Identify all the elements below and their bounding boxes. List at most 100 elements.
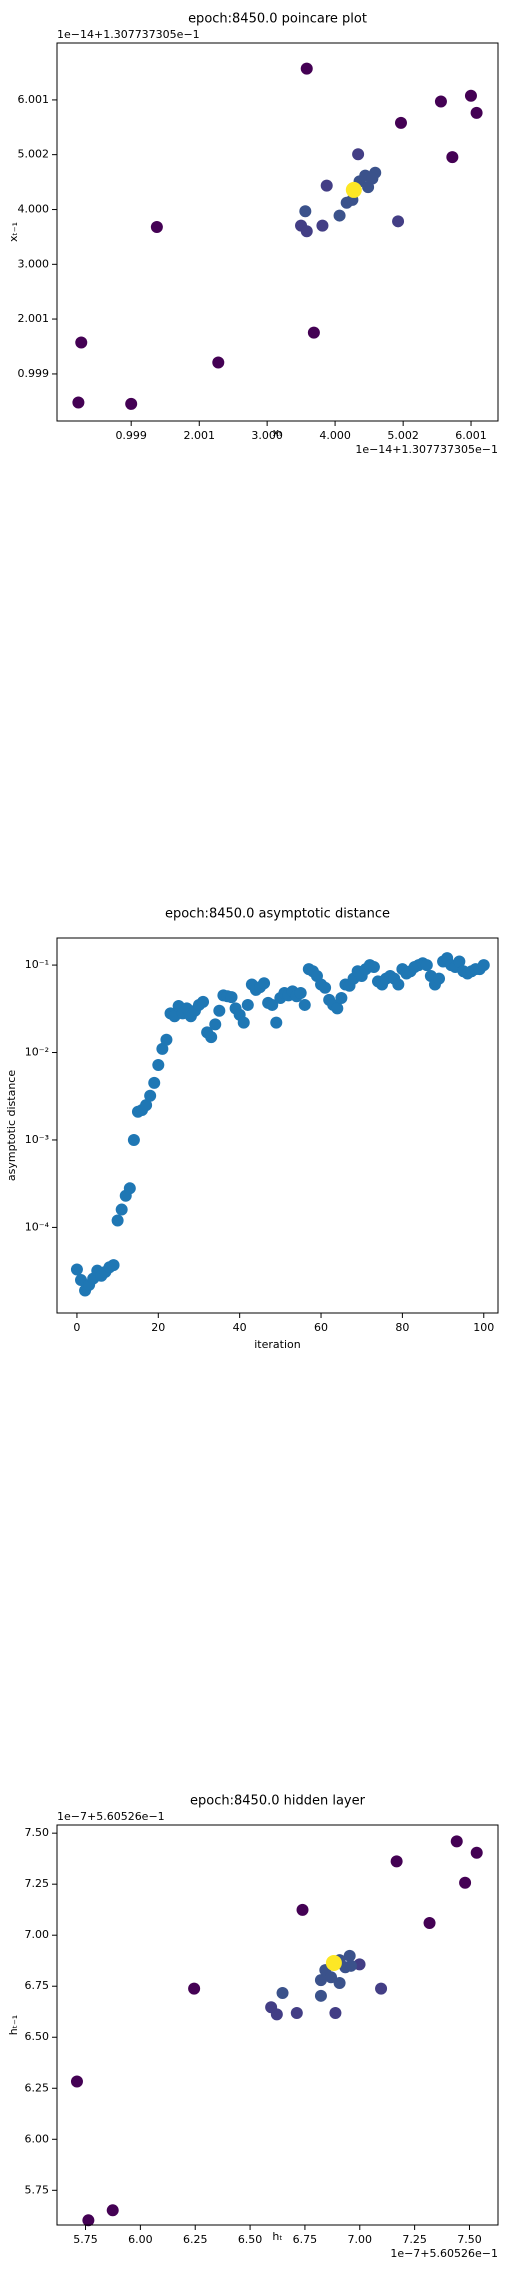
point xyxy=(299,205,312,218)
x-tick-label: 20 xyxy=(151,1321,165,1334)
y-tick-label: 6.00 xyxy=(25,2132,50,2145)
point xyxy=(290,2006,303,2019)
x-offset: 1e−14+1.307737305e−1 xyxy=(355,443,498,456)
chart: epoch:8450.0 asymptotic distance 0 20 40 60 8… xyxy=(5,907,499,1351)
point xyxy=(320,179,333,192)
point xyxy=(188,1982,201,1995)
point xyxy=(237,1016,250,1029)
point xyxy=(160,1033,173,1046)
point xyxy=(333,1976,346,1989)
x-tick-label: 0.999 xyxy=(115,429,147,442)
point xyxy=(148,1076,161,1089)
plot-frame xyxy=(56,1824,499,2226)
y-tick-label: 10⁻² xyxy=(25,1046,49,1059)
y-tick-label: 5.002 xyxy=(18,148,50,161)
point xyxy=(115,1203,128,1216)
x-tick-label: 2.001 xyxy=(184,429,216,442)
point xyxy=(464,89,477,102)
chart: epoch:8450.0 hidden layer 5.75 6.00 6.25 6.5… xyxy=(7,1794,499,2260)
chart-title: epoch:8450.0 asymptotic distance xyxy=(165,907,390,922)
point xyxy=(331,1002,344,1015)
x-tick-label: 6.75 xyxy=(293,2233,318,2246)
plot-frame xyxy=(56,42,499,422)
x-tick-label: 6.001 xyxy=(455,429,487,442)
point xyxy=(390,1855,403,1868)
y-tick-label: 7.00 xyxy=(25,1928,50,1941)
point xyxy=(319,981,332,994)
point xyxy=(453,955,466,968)
x-tick-label: 6.50 xyxy=(238,2233,263,2246)
y-tick-label: 6.001 xyxy=(18,93,50,106)
point xyxy=(127,1133,140,1146)
point xyxy=(125,397,138,410)
point xyxy=(325,1954,342,1971)
point xyxy=(335,992,348,1005)
point xyxy=(225,991,238,1004)
point xyxy=(434,95,447,108)
point xyxy=(298,998,311,1011)
y-axis-label: xₜ₋₁ xyxy=(7,222,20,242)
point xyxy=(212,356,225,369)
x-offset: 1e−7+5.60526e−1 xyxy=(390,2247,498,2260)
x-tick-label: 5.75 xyxy=(73,2233,98,2246)
chart-title: epoch:8450.0 poincare plot xyxy=(188,12,367,27)
point xyxy=(107,1259,120,1272)
point xyxy=(345,1959,357,1972)
point xyxy=(111,1214,124,1227)
x-axis-label: iteration xyxy=(254,1338,300,1351)
y-offset: 1e−7+5.60526e−1 xyxy=(57,1810,165,1823)
y-axis-label: asymptotic distance xyxy=(5,1070,18,1181)
x-tick-label: 100 xyxy=(473,1321,494,1334)
point xyxy=(296,1903,309,1916)
point xyxy=(470,106,483,119)
point xyxy=(352,148,365,161)
point xyxy=(446,151,459,164)
x-tick-label: 3.000 xyxy=(251,429,283,442)
x-tick-label: 60 xyxy=(314,1321,328,1334)
point xyxy=(144,1089,157,1102)
point xyxy=(75,336,88,349)
point xyxy=(329,2006,342,2019)
point xyxy=(209,1018,222,1031)
point xyxy=(106,2204,119,2217)
point xyxy=(82,2214,95,2227)
point xyxy=(375,1982,388,1995)
point xyxy=(367,961,380,974)
x-tick-label: 7.50 xyxy=(457,2233,482,2246)
point xyxy=(241,998,254,1011)
x-tick-label: 0 xyxy=(73,1321,80,1334)
plot-frame xyxy=(56,937,499,1314)
point xyxy=(420,959,433,972)
point xyxy=(140,1099,153,1112)
y-tick-label: 4.000 xyxy=(18,203,50,216)
y-tick-label: 6.25 xyxy=(25,2081,50,2094)
point xyxy=(450,1835,463,1848)
point xyxy=(276,1986,289,1999)
point xyxy=(213,1004,226,1017)
point xyxy=(70,1263,83,1276)
point xyxy=(70,2075,83,2088)
point xyxy=(197,995,210,1008)
y-tick-label: 0.999 xyxy=(18,367,50,380)
chart: epoch:8450.0 poincare plot 0.999 2.001 3.00… xyxy=(7,12,499,456)
y-tick-label: 7.25 xyxy=(25,1877,50,1890)
point xyxy=(307,326,320,339)
point xyxy=(294,986,307,999)
point xyxy=(258,977,271,990)
point xyxy=(270,2008,283,2021)
y-tick-label: 10⁻⁴ xyxy=(25,1220,50,1233)
y-tick-label: 7.50 xyxy=(25,1826,50,1839)
point xyxy=(433,972,446,985)
point xyxy=(394,116,407,129)
point xyxy=(314,1974,327,1987)
point xyxy=(205,1031,218,1044)
point xyxy=(314,1989,327,2002)
point xyxy=(345,181,362,198)
x-tick-label: 7.00 xyxy=(348,2233,373,2246)
y-tick-label: 6.50 xyxy=(25,2030,50,2043)
x-tick-label: 7.25 xyxy=(402,2233,427,2246)
x-tick-label: 80 xyxy=(395,1321,409,1334)
point xyxy=(459,1876,472,1889)
point xyxy=(477,959,490,972)
